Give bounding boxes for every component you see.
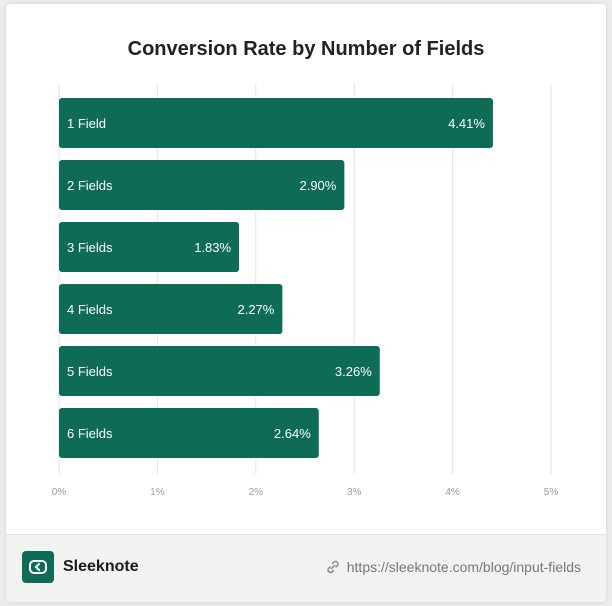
bar-chart: 1 Field 4.41% 2 Fields 2.90% 3 Fields 1.83% 4 …	[52, 84, 559, 498]
category-label: 5 Fields	[67, 364, 113, 379]
value-label: 4.41%	[448, 116, 485, 131]
category-label: 3 Fields	[67, 240, 113, 255]
bar	[59, 222, 240, 272]
brand-name: Sleeknote	[63, 558, 139, 575]
sleeknote-logo-icon	[22, 551, 54, 583]
source-link[interactable]: https://sleeknote.com/blog/input-fields	[325, 559, 581, 575]
bar	[59, 408, 319, 458]
link-icon	[327, 560, 339, 574]
category-label: 2 Fields	[67, 178, 113, 193]
category-label: 6 Fields	[67, 426, 113, 441]
x-tick-label: 2%	[249, 487, 264, 498]
category-label: 4 Fields	[67, 302, 113, 317]
x-tick-label: 3%	[347, 487, 362, 498]
chart-card: Conversion Rate by Number of Fields 1 Fi…	[6, 4, 606, 602]
source-url[interactable]: https://sleeknote.com/blog/input-fields	[346, 559, 581, 575]
value-label: 2.64%	[274, 426, 311, 441]
footer: Sleeknote https://sleeknote.com/blog/inp…	[6, 534, 606, 602]
category-label: 1 Field	[67, 116, 106, 131]
x-tick-label: 0%	[52, 487, 67, 498]
bar	[59, 284, 283, 334]
x-axis-ticks: 0% 1% 2% 3% 4% 5%	[52, 487, 559, 498]
value-label: 1.83%	[194, 240, 231, 255]
bar	[59, 98, 493, 148]
value-label: 2.27%	[237, 302, 274, 317]
chart-title: Conversion Rate by Number of Fields	[127, 38, 485, 60]
value-label: 2.90%	[299, 178, 336, 193]
value-label: 3.26%	[335, 364, 372, 379]
x-tick-label: 5%	[544, 487, 559, 498]
bar	[59, 346, 380, 396]
x-tick-label: 4%	[445, 487, 460, 498]
bar	[59, 160, 345, 210]
bars: 1 Field 4.41% 2 Fields 2.90% 3 Fields 1.83% 4 …	[59, 98, 493, 458]
x-tick-label: 1%	[150, 487, 165, 498]
